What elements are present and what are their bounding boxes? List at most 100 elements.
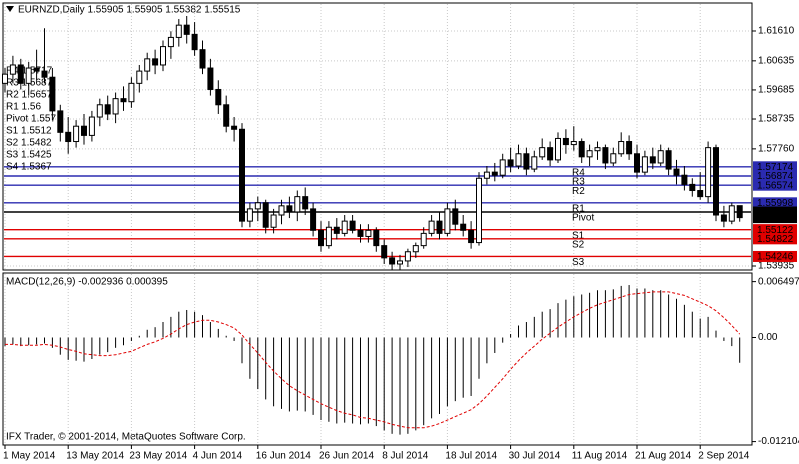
candle-body: [357, 229, 364, 237]
candle-body: [531, 156, 538, 170]
candle-body: [349, 220, 356, 231]
pivot-level-name: S1: [572, 230, 585, 241]
x-tick-label: 8 Jul 2014: [382, 451, 429, 462]
pivot-note: S4 1.5367: [6, 162, 52, 173]
candle-body: [239, 128, 245, 222]
candle-body: [183, 24, 190, 35]
candle-body: [428, 220, 435, 234]
candle-body: [499, 159, 506, 176]
level-price-box: [753, 224, 797, 236]
y-tick-label: 1.57760: [758, 144, 795, 155]
candle-body: [665, 150, 672, 170]
candle-body: [634, 153, 640, 173]
candle-body: [246, 208, 253, 222]
candle-body: [657, 150, 664, 164]
candle-body: [404, 251, 411, 262]
x-tick-label: 2 Sep 2014: [698, 451, 750, 462]
y-tick-label: 1.61610: [758, 26, 795, 37]
candle-body: [128, 82, 135, 103]
level-price-box: [753, 179, 797, 191]
candle-body: [9, 64, 16, 75]
candle-body: [389, 257, 396, 265]
level-price-label: 1.54822: [757, 234, 794, 245]
candle-body: [555, 137, 561, 161]
candle-body: [104, 104, 111, 115]
candle-body: [436, 220, 443, 234]
candle-body: [452, 208, 459, 225]
candle-body: [2, 73, 8, 84]
pivot-note: R1 1.56: [6, 102, 41, 113]
candle-body: [120, 98, 127, 103]
candle-body: [594, 147, 601, 152]
candle-body: [460, 223, 467, 231]
pivot-level-name: R1: [572, 203, 585, 214]
candle-body: [373, 229, 380, 247]
candle-body: [270, 214, 277, 228]
candle-body: [215, 88, 222, 106]
candle-body: [96, 104, 103, 118]
candle-body: [318, 229, 324, 247]
level-price-box: [753, 250, 797, 262]
candle-body: [365, 229, 372, 237]
candle-body: [302, 196, 309, 210]
chart-title: EURNZD,Daily 1.55905 1.55905 1.55382 1.5…: [18, 5, 241, 16]
pivot-level-name: S2: [572, 239, 585, 250]
candle-body: [144, 58, 151, 72]
candle-body: [152, 58, 159, 66]
x-tick-label: 21 Aug 2014: [635, 451, 692, 462]
y-tick-label: 1.58735: [758, 114, 795, 125]
candle-body: [262, 202, 269, 228]
level-price-box: [753, 161, 797, 173]
candle-body: [491, 171, 498, 176]
x-tick-label: 18 Jul 2014: [445, 451, 497, 462]
candle-body: [25, 67, 32, 84]
candle-body: [191, 33, 198, 51]
candle-body: [515, 153, 522, 167]
candle-body: [381, 245, 388, 259]
candle-body: [697, 190, 704, 198]
pivot-note: S2 1.5482: [6, 138, 52, 149]
candle-body: [507, 159, 514, 167]
pivot-level-name: R4: [572, 167, 585, 178]
candle-body: [468, 229, 475, 244]
level-price-box: [753, 197, 797, 209]
level-price-box: [753, 233, 797, 245]
candle-body: [136, 70, 143, 84]
pivot-note: S1 1.5512: [6, 126, 52, 137]
level-price-label: 1.55122: [757, 225, 794, 236]
title-icon: [6, 6, 14, 12]
candle-body: [167, 36, 174, 48]
candle-body: [310, 208, 317, 231]
x-tick-label: 11 Aug 2014: [572, 451, 628, 462]
y-tick-label: 1.53935: [758, 261, 795, 272]
y-tick-label: 1.60635: [758, 55, 795, 66]
candle-body: [207, 67, 214, 90]
candle-body: [41, 70, 48, 78]
y-tick-label: 0.00: [758, 332, 778, 343]
pivot-level-name: R2: [572, 186, 585, 197]
level-price-box: [753, 170, 797, 182]
candle-body: [602, 147, 609, 164]
candle-body: [610, 153, 617, 164]
candle-body: [160, 46, 166, 66]
pivot-note: R2 1.5657: [6, 90, 53, 101]
x-tick-label: 4 Jun 2014: [193, 451, 243, 462]
candle-body: [231, 125, 238, 130]
level-price-label: 1.56574: [757, 180, 794, 191]
last-price-box: [753, 212, 797, 224]
candle-body: [562, 137, 569, 146]
x-tick-label: 26 Jun 2014: [319, 451, 374, 462]
x-tick-label: 30 Jul 2014: [509, 451, 561, 462]
candle-body: [333, 226, 340, 234]
candle-body: [626, 141, 633, 155]
candle-body: [713, 147, 719, 216]
level-price-box: [753, 206, 797, 218]
y-tick-label: 0.006497: [758, 276, 799, 287]
candle-body: [88, 116, 95, 136]
candle-body: [412, 245, 419, 253]
candle-body: [618, 141, 625, 155]
candle-body: [720, 214, 727, 222]
candle-body: [728, 205, 735, 222]
